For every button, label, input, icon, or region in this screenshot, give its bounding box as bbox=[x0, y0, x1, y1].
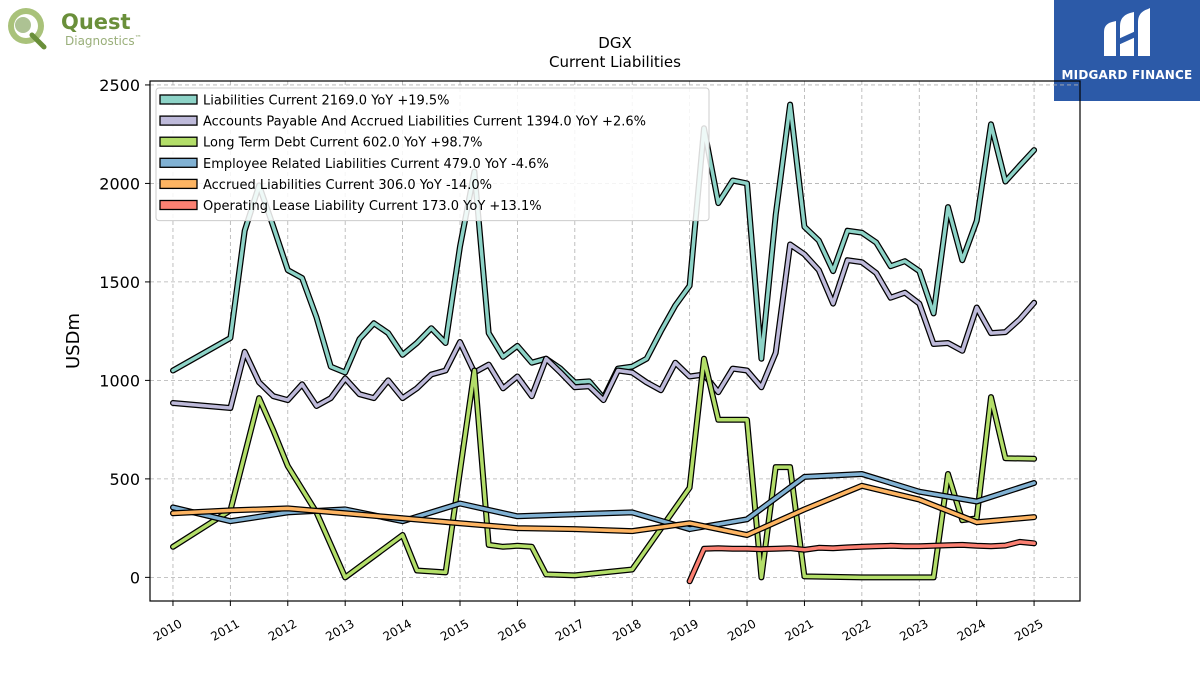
quest-logo-sub: Diagnostics™ bbox=[65, 34, 142, 48]
series-lines bbox=[170, 101, 1038, 585]
series-line bbox=[170, 101, 1038, 402]
x-tick-label: 2015 bbox=[438, 616, 471, 643]
chart-title: DGX bbox=[598, 34, 631, 52]
legend-item: Accounts Payable And Accrued Liabilities… bbox=[159, 115, 646, 130]
legend-label: Operating Lease Liability Current 173.0 … bbox=[203, 199, 542, 214]
legend-label: Liabilities Current 2169.0 YoY +19.5% bbox=[203, 94, 450, 109]
quest-logo-name: Quest bbox=[61, 10, 131, 34]
y-tick-label: 1000 bbox=[99, 371, 140, 390]
y-tick-label: 2000 bbox=[99, 174, 140, 193]
midgard-finance-logo: MIDGARD FINANCE bbox=[1054, 0, 1200, 101]
x-tick-label: 2014 bbox=[381, 616, 414, 643]
x-tick-label: 2010 bbox=[151, 616, 184, 643]
x-tick-label: 2021 bbox=[782, 616, 815, 643]
series-line-fill bbox=[171, 484, 1036, 537]
series-line bbox=[686, 538, 1038, 585]
legend-item: Operating Lease Liability Current 173.0 … bbox=[159, 199, 542, 214]
quest-diagnostics-logo: Quest Diagnostics™ bbox=[4, 4, 164, 50]
legend-item: Long Term Debt Current 602.0 YoY +98.7% bbox=[159, 136, 482, 151]
series-line bbox=[170, 241, 1038, 411]
midgard-emblem-icon bbox=[1104, 8, 1150, 56]
midgard-logo-text: MIDGARD FINANCE bbox=[1061, 68, 1193, 82]
legend-label: Long Term Debt Current 602.0 YoY +98.7% bbox=[203, 136, 482, 151]
x-tick-label: 2016 bbox=[495, 616, 528, 643]
legend-swatch bbox=[159, 115, 198, 126]
legend-label: Accounts Payable And Accrued Liabilities… bbox=[203, 115, 646, 130]
legend-item: Liabilities Current 2169.0 YoY +19.5% bbox=[159, 94, 450, 109]
x-tick-label: 2019 bbox=[668, 616, 701, 643]
y-axis-label: USDm bbox=[63, 313, 84, 369]
legend: Liabilities Current 2169.0 YoY +19.5% Acc… bbox=[155, 87, 710, 222]
series-line bbox=[170, 471, 1038, 533]
y-tick-label: 2500 bbox=[99, 76, 140, 95]
y-tick-label: 0 bbox=[130, 568, 140, 587]
series-line-fill bbox=[171, 356, 1036, 580]
x-tick-label: 2020 bbox=[725, 616, 758, 643]
series-line-fill bbox=[687, 540, 1036, 584]
legend-swatch bbox=[159, 94, 198, 105]
x-tick-label: 2012 bbox=[266, 616, 299, 643]
legend-box bbox=[155, 87, 710, 222]
legend-swatch bbox=[159, 136, 198, 147]
series-line bbox=[170, 482, 1038, 538]
series-line bbox=[170, 355, 1038, 581]
chart-subtitle: Current Liabilities bbox=[549, 53, 681, 71]
legend-label: Employee Related Liabilities Current 479… bbox=[203, 157, 549, 172]
x-tick-label: 2011 bbox=[208, 616, 241, 643]
legend-swatch bbox=[159, 199, 198, 211]
legend-item: Employee Related Liabilities Current 479… bbox=[159, 157, 549, 172]
x-tick-label: 2017 bbox=[553, 616, 586, 643]
x-tick-label: 2013 bbox=[323, 616, 356, 643]
series-line-fill bbox=[171, 102, 1036, 400]
legend-swatch bbox=[159, 157, 198, 168]
legend-label: Accrued Liabilities Current 306.0 YoY -1… bbox=[203, 178, 492, 193]
series-line-fill bbox=[171, 472, 1036, 531]
legend-item: Accrued Liabilities Current 306.0 YoY -1… bbox=[159, 178, 492, 193]
series-line-outline bbox=[170, 471, 1038, 533]
y-tick-label: 1500 bbox=[99, 273, 140, 292]
x-tick-label: 2022 bbox=[840, 616, 873, 643]
x-tick-label: 2023 bbox=[897, 616, 930, 643]
x-tick-label: 2018 bbox=[610, 616, 643, 643]
legend-swatch bbox=[159, 178, 198, 190]
plot-frame bbox=[149, 80, 1081, 602]
y-tick-label: 500 bbox=[109, 470, 140, 489]
x-tick-label: 2025 bbox=[1012, 616, 1045, 643]
series-line-fill bbox=[171, 242, 1036, 410]
quest-q-icon bbox=[8, 8, 47, 50]
x-tick-label: 2024 bbox=[955, 616, 988, 643]
